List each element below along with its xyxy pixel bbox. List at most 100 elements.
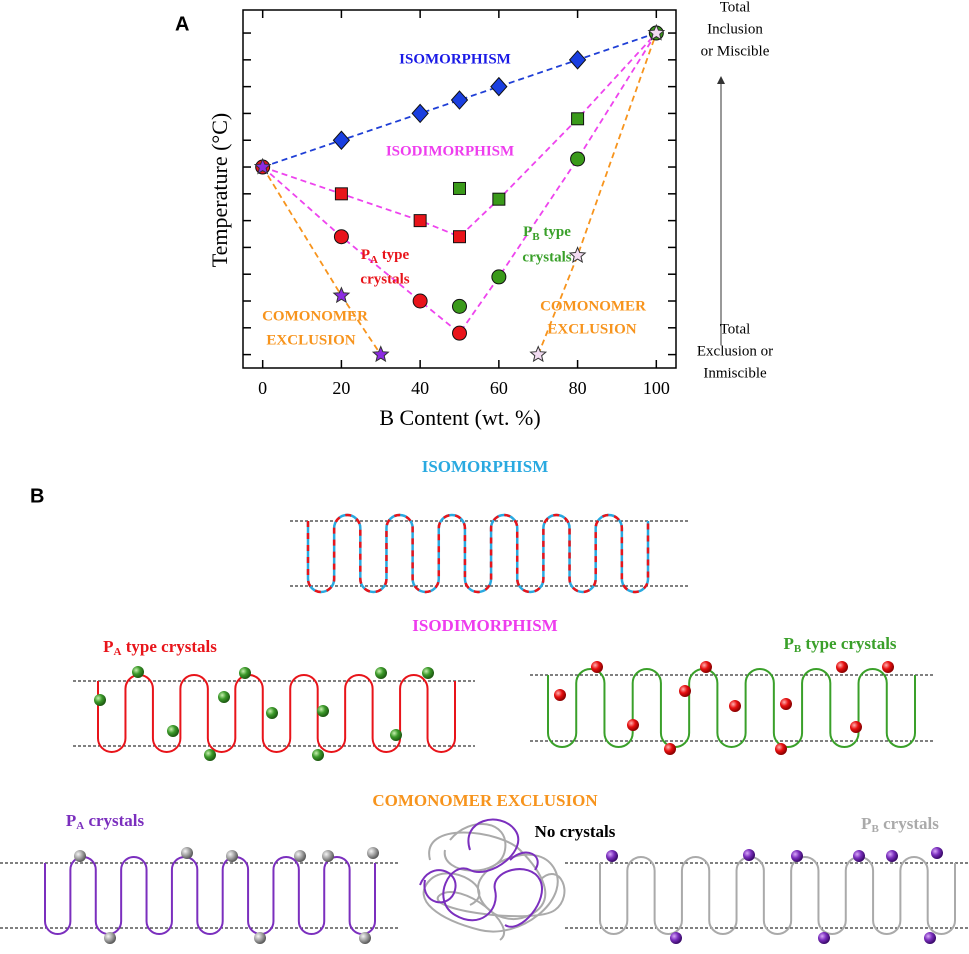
- note: Inmiscible: [703, 365, 767, 381]
- comonomer: [554, 689, 566, 701]
- comonomer: [606, 850, 618, 862]
- title-part: P: [103, 637, 113, 656]
- title-part: type crystals: [801, 634, 897, 653]
- comonomer: [181, 847, 193, 859]
- comonomer: [836, 661, 848, 673]
- diagram-title: ISODIMORPHISM: [412, 616, 557, 635]
- diamond-marker: [568, 50, 587, 70]
- note: Exclusion or: [697, 343, 773, 359]
- comonomer: [729, 700, 741, 712]
- circle-marker: [412, 293, 428, 309]
- title-part: P: [66, 811, 76, 830]
- comonomer: [226, 850, 238, 862]
- comonomer: [218, 691, 230, 703]
- comonomer: [359, 932, 371, 944]
- comonomer: [818, 932, 830, 944]
- star-marker: [332, 286, 351, 304]
- comonomer: [74, 850, 86, 862]
- title-part: P: [861, 814, 871, 833]
- comonomer: [853, 850, 865, 862]
- note: or Miscible: [701, 43, 770, 59]
- comonomer: [422, 667, 434, 679]
- star-marker: [647, 23, 666, 41]
- comonomer: [775, 743, 787, 755]
- square-marker: [571, 112, 585, 126]
- star-marker: [253, 157, 272, 175]
- diagram-title: PA crystals: [66, 811, 145, 832]
- diamond-marker: [332, 130, 351, 150]
- circle-marker: [570, 151, 586, 167]
- title-part: crystals: [84, 811, 144, 830]
- annotation: ISODIMORPHISM: [386, 143, 514, 159]
- comonomer: [167, 725, 179, 737]
- diagram-title: COMONOMER EXCLUSION: [372, 791, 598, 810]
- annotation-part: type: [540, 224, 572, 240]
- comonomer: [266, 707, 278, 719]
- x-tick-label: 0: [258, 378, 267, 398]
- comonomer: [780, 698, 792, 710]
- comonomer: [94, 694, 106, 706]
- square-marker: [453, 230, 466, 244]
- annotation-part: type: [378, 247, 410, 263]
- star-marker: [568, 246, 587, 263]
- title-part: P: [783, 634, 793, 653]
- circle-marker: [491, 269, 507, 285]
- comonomer: [664, 743, 676, 755]
- annotation-sub: B: [532, 231, 540, 243]
- coil-strand: [442, 818, 543, 928]
- comonomer: [700, 661, 712, 673]
- comonomer: [254, 932, 266, 944]
- title-sub: A: [114, 646, 122, 658]
- square-marker: [453, 181, 466, 195]
- comonomer: [882, 661, 894, 673]
- comonomer: [132, 666, 144, 678]
- annotation: ISOMORPHISM: [399, 51, 511, 67]
- title-sub: A: [76, 820, 84, 832]
- comonomer: [850, 721, 862, 733]
- square-marker: [492, 192, 506, 206]
- comonomer: [104, 932, 116, 944]
- comonomer: [375, 667, 387, 679]
- chain: [547, 668, 916, 748]
- comonomer: [679, 685, 691, 697]
- circle-marker: [452, 298, 467, 314]
- comonomer: [204, 749, 216, 761]
- diamond-marker: [411, 103, 429, 124]
- comonomer: [627, 719, 639, 731]
- note: Total: [720, 0, 751, 15]
- diamond-marker: [450, 90, 469, 110]
- comonomer: [322, 850, 334, 862]
- title-sub: B: [872, 823, 880, 835]
- annotation: COMONOMER: [540, 298, 646, 314]
- diagram-title: PB type crystals: [783, 634, 896, 655]
- x-tick-label: 60: [490, 378, 508, 398]
- comonomer: [931, 847, 943, 859]
- comonomer: [743, 849, 755, 861]
- diagram-title: PA type crystals: [103, 637, 217, 658]
- comonomer: [317, 705, 329, 717]
- coil: [419, 818, 566, 941]
- panel-label: B: [30, 485, 44, 507]
- coil-strand: [422, 831, 559, 933]
- chain: [306, 513, 650, 594]
- comonomer: [312, 749, 324, 761]
- comonomer: [294, 850, 306, 862]
- annotation: COMONOMER: [262, 308, 368, 324]
- coil-strand: [436, 823, 566, 941]
- comonomer: [367, 847, 379, 859]
- note: Total: [720, 321, 751, 337]
- chain: [44, 856, 376, 935]
- coil-strand: [419, 851, 539, 904]
- chain: [599, 856, 956, 935]
- annotation-part: P: [361, 247, 370, 263]
- annotation: crystals: [522, 249, 571, 265]
- x-tick-label: 20: [332, 378, 350, 398]
- circle-marker: [452, 325, 467, 341]
- plot-frame: [242, 9, 677, 369]
- diamond-marker: [490, 76, 508, 97]
- square-marker: [413, 214, 427, 228]
- x-tick-label: 40: [411, 378, 429, 398]
- note: Inclusion: [707, 21, 763, 37]
- square-marker: [334, 187, 348, 201]
- x-tick-label: 100: [643, 378, 670, 398]
